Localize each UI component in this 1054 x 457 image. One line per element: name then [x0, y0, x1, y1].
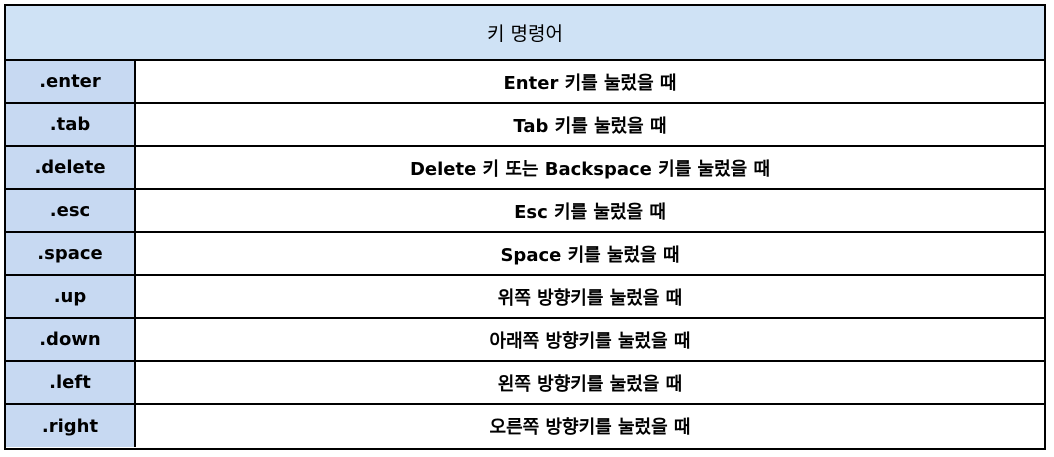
- key-modifier-table: 키 명령어 .enter Enter 키를 눌렀을 때 .tab Tab 키를 …: [4, 4, 1046, 450]
- table-row: .up 위쪽 방향키를 눌렀을 때: [6, 276, 1044, 319]
- table-row: .esc Esc 키를 눌렀을 때: [6, 190, 1044, 233]
- description-cell: Delete 키 또는 Backspace 키를 눌렀을 때: [409, 158, 771, 180]
- table-row: .space Space 키를 눌렀을 때: [6, 233, 1044, 276]
- description-cell: Esc 키를 눌렀을 때: [514, 201, 666, 223]
- table-row: .tab Tab 키를 눌렀을 때: [6, 104, 1044, 147]
- table-row: .enter Enter 키를 눌렀을 때: [6, 61, 1044, 104]
- key-modifier-cell: .down: [6, 319, 136, 360]
- table-row: .down 아래쪽 방향키를 눌렀을 때: [6, 319, 1044, 362]
- table-body: .enter Enter 키를 눌렀을 때 .tab Tab 키를 눌렀을 때 …: [6, 61, 1044, 447]
- table-row: .left 왼쪽 방향키를 눌렀을 때: [6, 362, 1044, 405]
- table-row: .right 오른쪽 방향키를 눌렀을 때: [6, 405, 1044, 447]
- description-cell: Tab 키를 눌렀을 때: [513, 115, 667, 137]
- description-cell: Space 키를 눌렀을 때: [500, 244, 680, 266]
- description-cell: Enter 키를 눌렀을 때: [503, 72, 677, 94]
- key-modifier-cell: .up: [6, 276, 136, 317]
- key-modifier-cell: .esc: [6, 190, 136, 231]
- description-cell: 아래쪽 방향키를 눌렀을 때: [489, 330, 691, 352]
- key-modifier-cell: .left: [6, 362, 136, 403]
- key-modifier-cell: .enter: [6, 61, 136, 102]
- key-modifier-cell: .space: [6, 233, 136, 274]
- key-modifier-cell: .tab: [6, 104, 136, 145]
- key-modifier-cell: .delete: [6, 147, 136, 188]
- description-cell: 오른쪽 방향키를 눌렀을 때: [489, 417, 691, 438]
- table-header: 키 명령어: [6, 6, 1044, 61]
- key-modifier-cell: .right: [6, 405, 136, 447]
- description-cell: 왼쪽 방향키를 눌렀을 때: [497, 373, 683, 395]
- description-cell: 위쪽 방향키를 눌렀을 때: [497, 287, 683, 309]
- table-row: .delete Delete 키 또는 Backspace 키를 눌렀을 때: [6, 147, 1044, 190]
